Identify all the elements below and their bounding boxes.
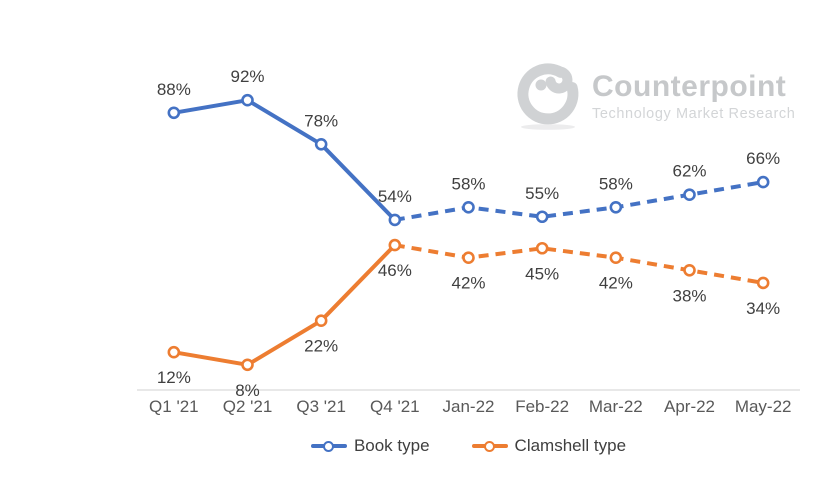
- clamshell-type-swatch-icon: [471, 440, 508, 452]
- x-tick-label: Mar-22: [589, 397, 643, 416]
- watermark-text: Counterpoint Technology Market Research: [592, 58, 795, 122]
- series-clamshell-type-data-label: 22%: [304, 337, 338, 356]
- x-tick-label: Q3 '21: [296, 397, 346, 416]
- series-book-type-data-label: 92%: [230, 67, 264, 86]
- series-book-type-marker: [609, 201, 623, 214]
- legend: Book type Clamshell type: [137, 436, 800, 456]
- series-clamshell-type-marker: [314, 314, 328, 328]
- legend-item-clamshell-type: Clamshell type: [471, 436, 627, 456]
- series-clamshell-type-data-label: 38%: [672, 286, 706, 305]
- series-book-type-data-label: 55%: [525, 184, 559, 203]
- brand-name: Counterpoint: [592, 70, 787, 103]
- series-book-type-marker: [462, 201, 475, 214]
- logo-shadow: [521, 124, 575, 130]
- x-tick-label: Q2 '21: [223, 397, 273, 416]
- series-clamshell-type-data-label: 12%: [157, 368, 191, 387]
- x-tick-label: Q4 '21: [370, 397, 420, 416]
- series-book-type-marker: [241, 93, 254, 107]
- series-book-type-data-label: 78%: [304, 111, 338, 130]
- series-clamshell-type-solid-line: [173, 243, 397, 367]
- series-clamshell-type-data-label: 45%: [525, 264, 559, 283]
- brand-tagline: Technology Market Research: [592, 106, 796, 122]
- x-tick-label: Apr-22: [664, 397, 715, 416]
- legend-item-book-type: Book type: [310, 436, 430, 456]
- series-clamshell-type-dashed-line: [394, 243, 764, 285]
- legend-label-book-type: Book type: [353, 436, 430, 455]
- logo-dot: [535, 79, 547, 91]
- series-book-type-solid-line: [173, 98, 397, 222]
- book-type-swatch-icon: [310, 440, 347, 452]
- series-clamshell-type-data-label: 42%: [451, 274, 485, 293]
- series-clamshell-type-marker: [388, 238, 402, 252]
- series-book-type-marker: [683, 188, 696, 201]
- series-book-type-data-label: 54%: [378, 187, 412, 206]
- counterpoint-logo-icon: [517, 63, 579, 130]
- series-clamshell-type-marker: [756, 276, 770, 290]
- series-clamshell-type-marker: [167, 345, 181, 359]
- series-book-type-marker: [756, 175, 770, 189]
- series-clamshell-type-data-label: 46%: [378, 261, 412, 280]
- x-tick-label: Jan-22: [443, 397, 495, 416]
- series-book-type-marker: [535, 210, 549, 224]
- x-tick-label: Feb-22: [515, 397, 569, 416]
- series-book-type-data-label: 88%: [157, 80, 191, 99]
- series-book-type-marker: [167, 106, 181, 120]
- x-tick-label: May-22: [735, 397, 792, 416]
- series-book-type-data-label: 62%: [672, 162, 706, 181]
- watermark: Counterpoint Technology Market Research: [514, 58, 795, 132]
- series-clamshell-type-marker: [683, 263, 696, 277]
- series-book-type-marker: [314, 138, 328, 151]
- logo-curl: [545, 66, 573, 94]
- series-clamshell-type-marker: [535, 241, 549, 255]
- series-clamshell-type-data-label: 34%: [746, 299, 780, 318]
- series-book-type-data-label: 58%: [451, 174, 485, 193]
- series-book-type-data-label: 58%: [599, 174, 633, 193]
- series-clamshell-type-marker: [609, 251, 623, 265]
- series-book-type-dashed-line: [394, 180, 764, 222]
- series-book-type-marker: [388, 213, 402, 227]
- series-book-type-data-label: 66%: [746, 149, 780, 168]
- series-clamshell-type-data-label: 42%: [599, 274, 633, 293]
- legend-label-clamshell-type: Clamshell type: [514, 436, 627, 455]
- series-clamshell-type-marker: [241, 358, 254, 372]
- x-tick-label: Q1 '21: [149, 397, 199, 416]
- series-clamshell-type-marker: [462, 251, 475, 265]
- logo-ring: [517, 63, 579, 125]
- series-clamshell-type-data-label: 8%: [235, 381, 260, 400]
